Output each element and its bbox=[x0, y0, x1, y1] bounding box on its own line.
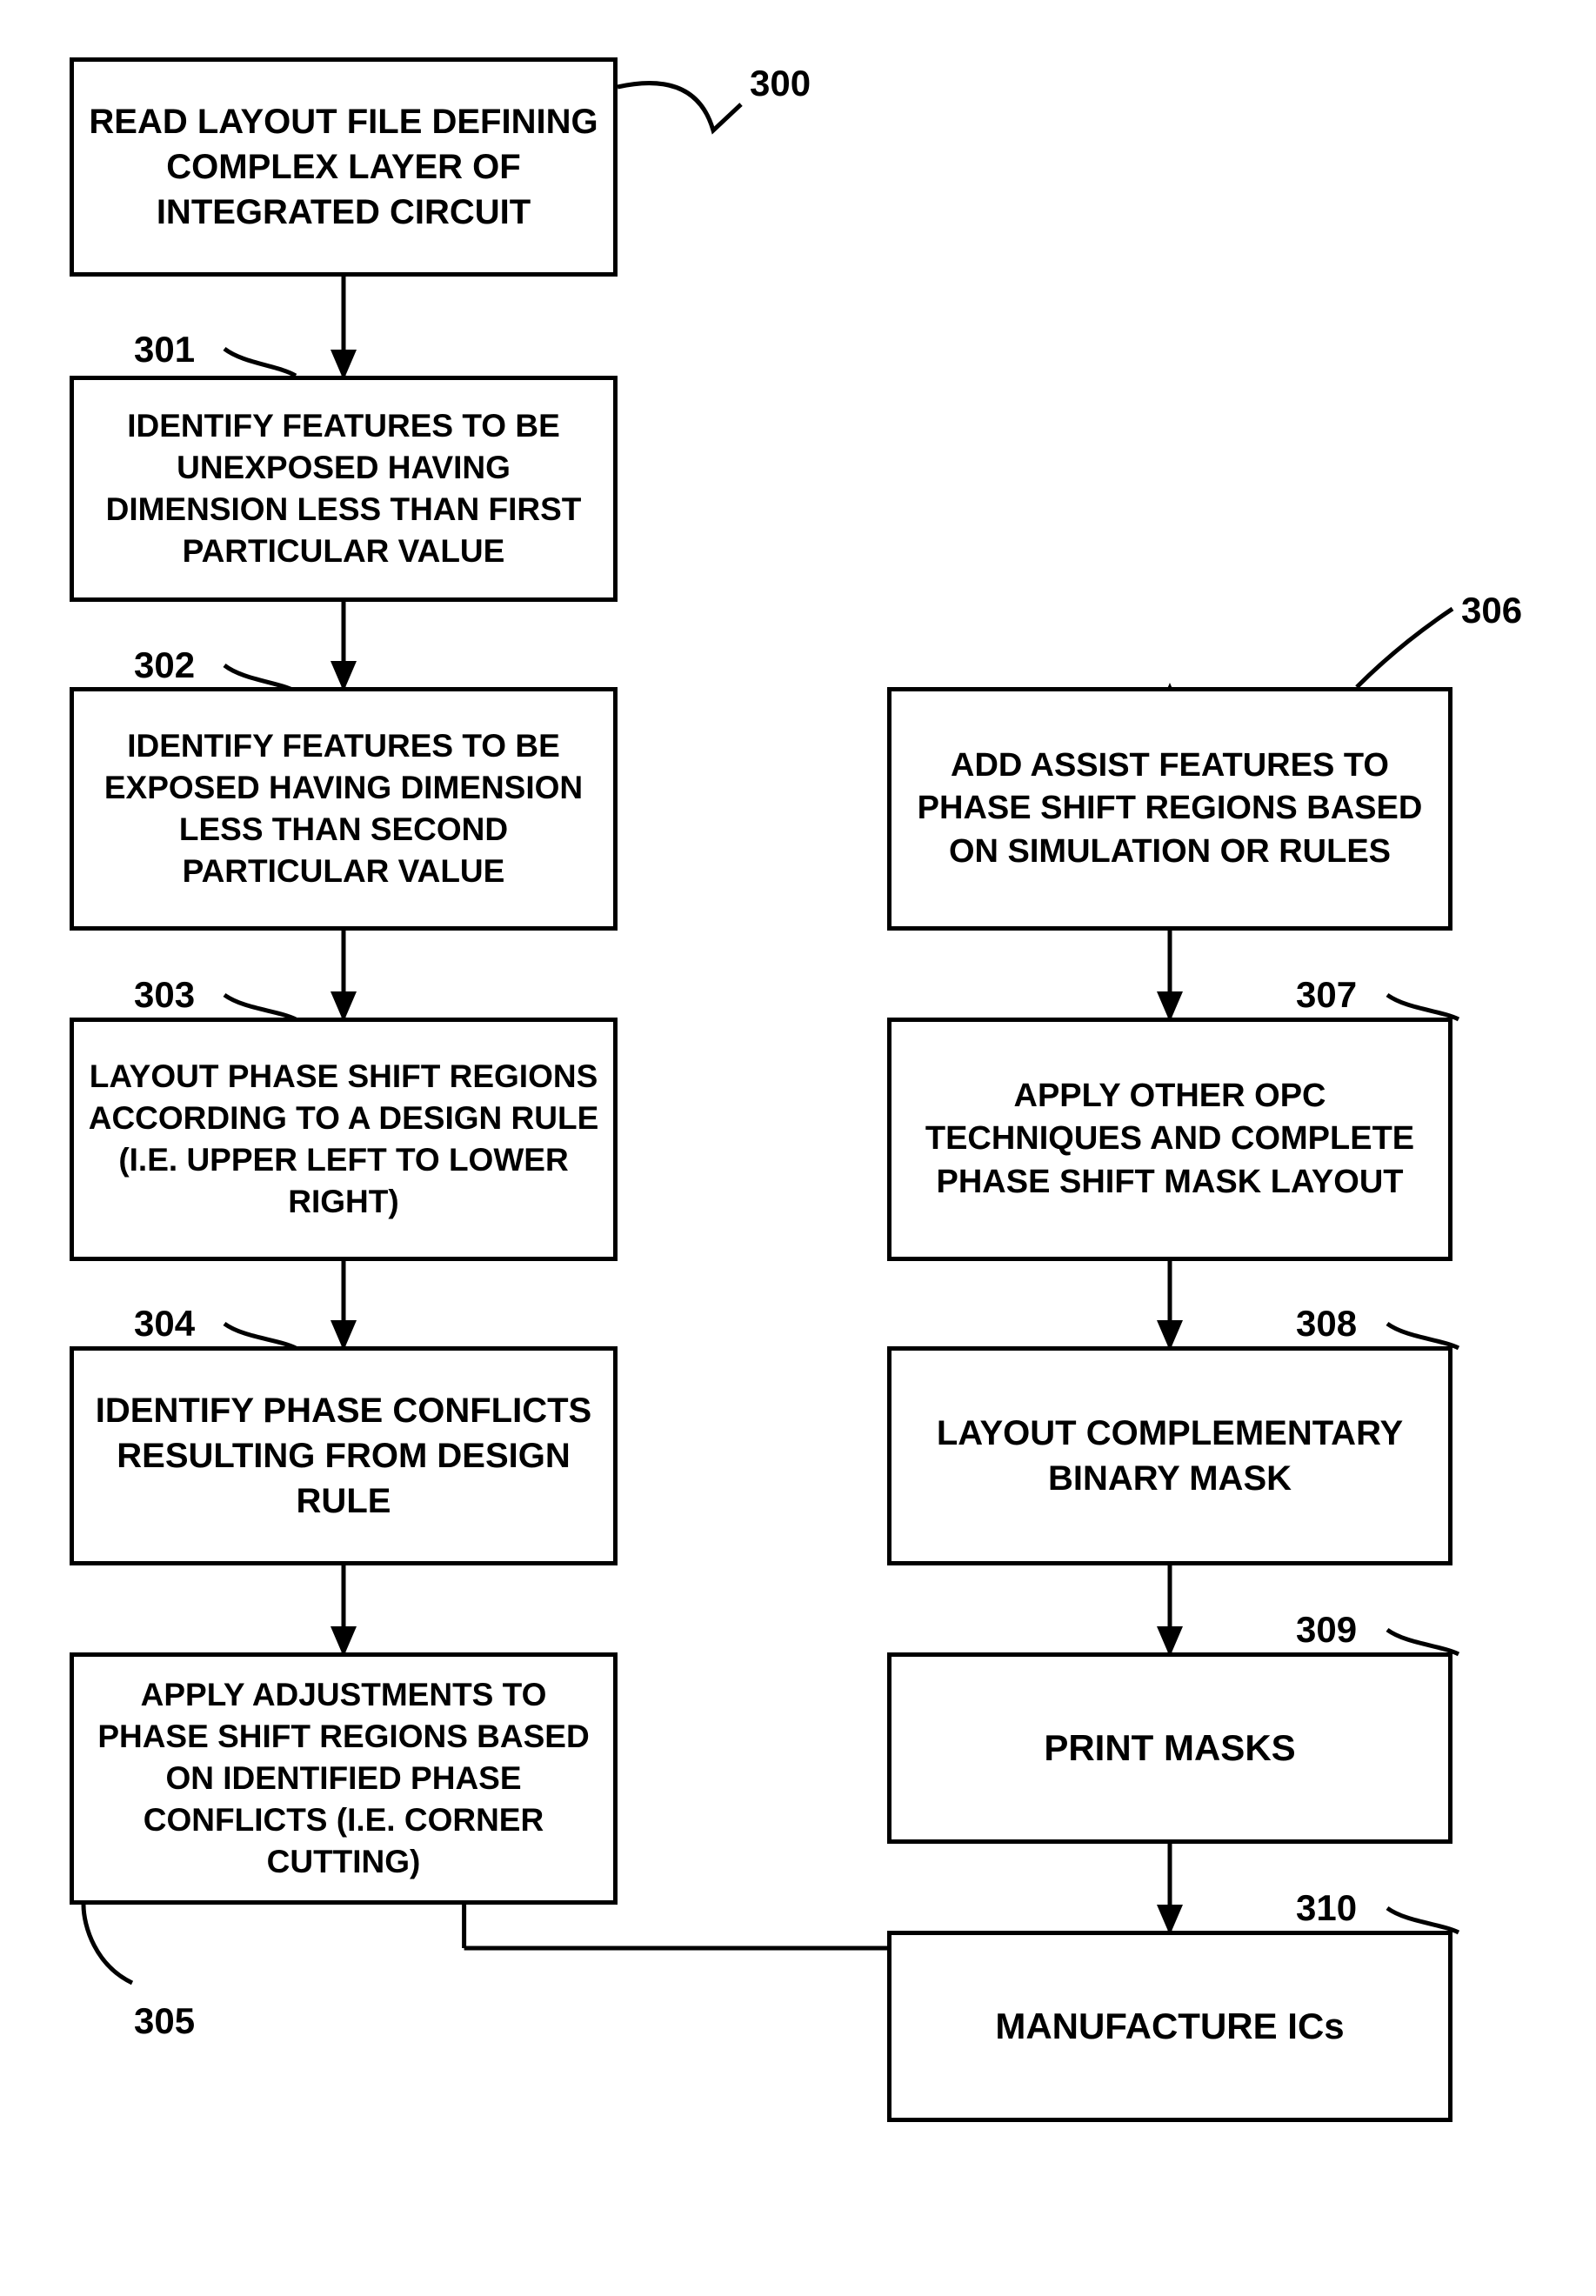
flow-node-306: ADD ASSIST FEATURES TO PHASE SHIFT REGIO… bbox=[887, 687, 1452, 931]
node-text: APPLY ADJUSTMENTS TO PHASE SHIFT REGIONS… bbox=[88, 1674, 599, 1883]
ref-leader bbox=[1387, 995, 1459, 1019]
node-text: IDENTIFY PHASE CONFLICTS RESULTING FROM … bbox=[88, 1388, 599, 1524]
flow-node-309: PRINT MASKS bbox=[887, 1652, 1452, 1844]
flow-node-302: IDENTIFY FEATURES TO BE EXPOSED HAVING D… bbox=[70, 687, 618, 931]
ref-label-304: 304 bbox=[134, 1303, 195, 1345]
ref-leader bbox=[618, 83, 741, 130]
ref-label-305: 305 bbox=[134, 2000, 195, 2042]
flow-node-300: READ LAYOUT FILE DEFINING COMPLEX LAYER … bbox=[70, 57, 618, 277]
ref-label-302: 302 bbox=[134, 644, 195, 686]
node-text: IDENTIFY FEATURES TO BE UNEXPOSED HAVING… bbox=[88, 405, 599, 572]
node-text: ADD ASSIST FEATURES TO PHASE SHIFT REGIO… bbox=[905, 744, 1434, 873]
ref-leader bbox=[1387, 1908, 1459, 1932]
ref-leader bbox=[1387, 1630, 1459, 1654]
flow-node-308: LAYOUT COMPLEMENTARY BINARY MASK bbox=[887, 1346, 1452, 1565]
node-text: IDENTIFY FEATURES TO BE EXPOSED HAVING D… bbox=[88, 725, 599, 892]
node-text: PRINT MASKS bbox=[1044, 1725, 1295, 1772]
ref-label-303: 303 bbox=[134, 974, 195, 1016]
node-text: APPLY OTHER OPC TECHNIQUES AND COMPLETE … bbox=[905, 1075, 1434, 1204]
ref-label-301: 301 bbox=[134, 329, 195, 370]
ref-label-309: 309 bbox=[1296, 1609, 1357, 1651]
ref-leader bbox=[224, 349, 296, 376]
flow-node-307: APPLY OTHER OPC TECHNIQUES AND COMPLETE … bbox=[887, 1018, 1452, 1261]
ref-leader bbox=[1387, 1324, 1459, 1348]
ref-label-306: 306 bbox=[1461, 590, 1522, 631]
node-text: READ LAYOUT FILE DEFINING COMPLEX LAYER … bbox=[88, 99, 599, 235]
ref-leader bbox=[83, 1905, 132, 1983]
flow-node-301: IDENTIFY FEATURES TO BE UNEXPOSED HAVING… bbox=[70, 376, 618, 602]
ref-label-307: 307 bbox=[1296, 974, 1357, 1016]
ref-label-308: 308 bbox=[1296, 1303, 1357, 1345]
node-text: LAYOUT PHASE SHIFT REGIONS ACCORDING TO … bbox=[88, 1056, 599, 1223]
ref-leader bbox=[224, 1324, 296, 1348]
flow-node-304: IDENTIFY PHASE CONFLICTS RESULTING FROM … bbox=[70, 1346, 618, 1565]
ref-leader bbox=[224, 995, 296, 1019]
flow-node-303: LAYOUT PHASE SHIFT REGIONS ACCORDING TO … bbox=[70, 1018, 618, 1261]
node-text: MANUFACTURE ICs bbox=[995, 2003, 1344, 2051]
flow-node-305: APPLY ADJUSTMENTS TO PHASE SHIFT REGIONS… bbox=[70, 1652, 618, 1905]
node-text: LAYOUT COMPLEMENTARY BINARY MASK bbox=[905, 1411, 1434, 1501]
flowchart-container: READ LAYOUT FILE DEFINING COMPLEX LAYER … bbox=[0, 0, 1596, 2296]
ref-label-310: 310 bbox=[1296, 1887, 1357, 1929]
ref-leader bbox=[1357, 609, 1452, 687]
ref-label-300: 300 bbox=[750, 63, 811, 104]
flow-node-310: MANUFACTURE ICs bbox=[887, 1931, 1452, 2122]
